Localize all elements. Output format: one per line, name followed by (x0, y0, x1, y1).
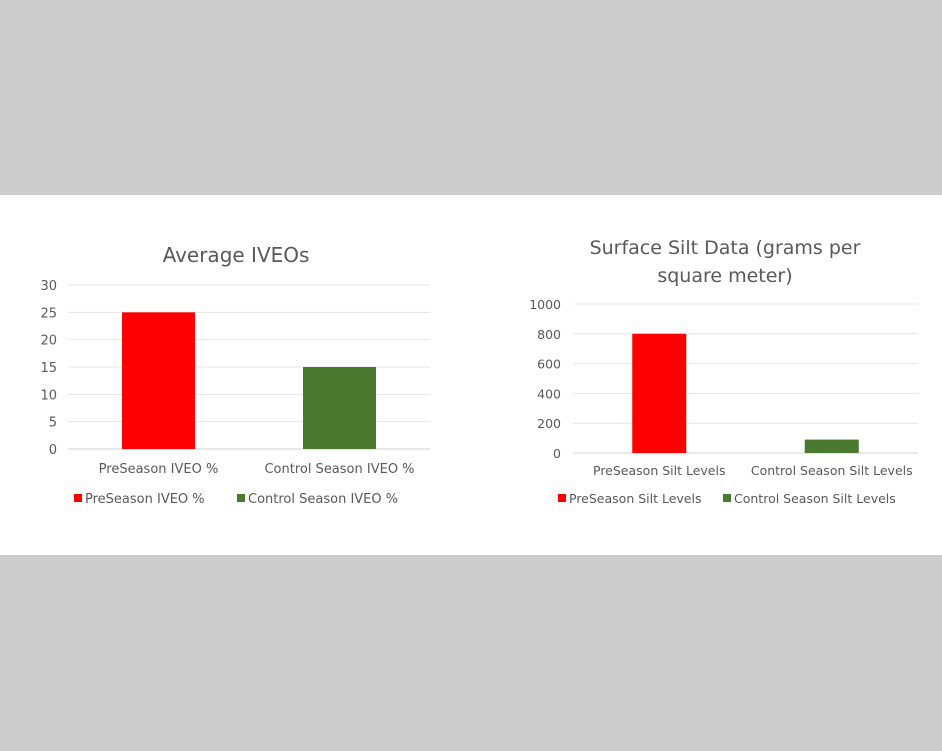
y-tick-label: 0 (553, 446, 561, 461)
y-tick-label: 200 (537, 416, 561, 431)
y-tick-label: 1000 (529, 297, 561, 312)
chart-title: square meter) (657, 265, 792, 287)
bar-preseason-iveo- (122, 312, 195, 449)
legend-label: PreSeason Silt Levels (569, 491, 701, 506)
x-tick-label: Control Season Silt Levels (751, 463, 913, 478)
y-tick-label: 600 (537, 357, 561, 372)
legend-label: Control Season IVEO % (248, 492, 398, 507)
y-tick-label: 20 (40, 334, 57, 349)
legend-label: PreSeason IVEO % (85, 492, 205, 507)
y-tick-label: 30 (40, 279, 57, 294)
y-tick-label: 400 (537, 386, 561, 401)
chart-title: Surface Silt Data (grams per (590, 237, 861, 259)
chart-title: Average IVEOs (163, 243, 310, 267)
y-tick-label: 800 (537, 327, 561, 342)
bar-control-season-silt-levels (804, 439, 859, 453)
x-tick-label: PreSeason Silt Levels (593, 463, 725, 478)
y-tick-label: 25 (40, 306, 57, 321)
legend-swatch (74, 494, 82, 502)
y-tick-label: 10 (40, 388, 57, 403)
legend-swatch (237, 494, 245, 502)
legend-label: Control Season Silt Levels (734, 491, 896, 506)
y-tick-label: 0 (49, 443, 57, 458)
legend-swatch (723, 494, 731, 502)
bar-preseason-silt-levels (632, 333, 687, 453)
y-tick-label: 15 (40, 361, 57, 376)
legend-swatch (558, 494, 566, 502)
y-tick-label: 5 (49, 416, 57, 431)
bar-control-season-iveo- (303, 367, 376, 449)
x-tick-label: Control Season IVEO % (264, 462, 414, 477)
x-tick-label: PreSeason IVEO % (99, 462, 219, 477)
